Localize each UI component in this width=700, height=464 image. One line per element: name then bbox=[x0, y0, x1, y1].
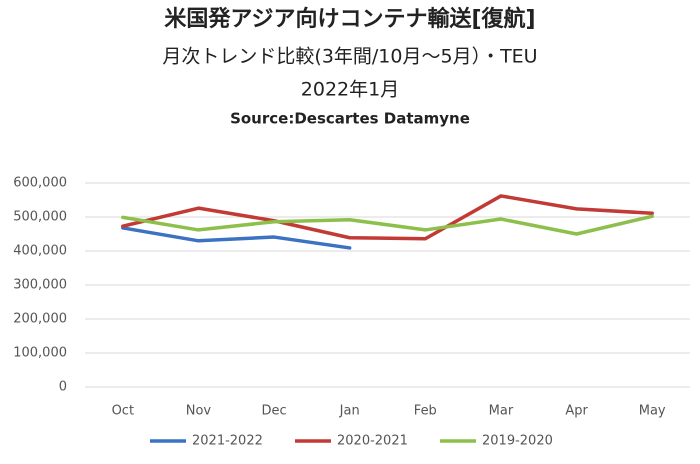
chart-subtitle: 2022年1月 bbox=[301, 79, 399, 101]
x-tick-label: Dec bbox=[261, 404, 286, 419]
chart-subtitle: 月次トレンド比較(3年間/10月～5月）・TEU bbox=[162, 46, 537, 68]
series-line bbox=[121, 214, 654, 236]
x-tick-label: Nov bbox=[186, 404, 212, 419]
x-tick-label: Apr bbox=[565, 404, 588, 419]
x-tick-label: May bbox=[639, 404, 666, 419]
x-tick-label: Feb bbox=[414, 404, 437, 419]
x-tick-label: Jan bbox=[339, 404, 360, 419]
y-tick-label: 300,000 bbox=[13, 278, 67, 293]
y-tick-label: 600,000 bbox=[13, 176, 67, 191]
legend-label: 2021-2022 bbox=[192, 434, 263, 449]
legend-label: 2019-2020 bbox=[482, 434, 553, 449]
x-tick-label: Oct bbox=[112, 404, 134, 419]
y-tick-label: 400,000 bbox=[13, 244, 67, 259]
y-tick-label: 0 bbox=[59, 380, 67, 395]
series-line bbox=[121, 194, 654, 241]
y-tick-label: 500,000 bbox=[13, 210, 67, 225]
chart-source: Source:Descartes Datamyne bbox=[230, 110, 470, 128]
y-tick-label: 200,000 bbox=[13, 312, 67, 327]
series-line bbox=[121, 226, 352, 250]
chart-title: 米国発アジア向けコンテナ輸送[復航] bbox=[164, 6, 535, 32]
legend-label: 2020-2021 bbox=[337, 434, 408, 449]
y-tick-label: 100,000 bbox=[13, 346, 67, 361]
x-tick-label: Mar bbox=[489, 404, 514, 419]
